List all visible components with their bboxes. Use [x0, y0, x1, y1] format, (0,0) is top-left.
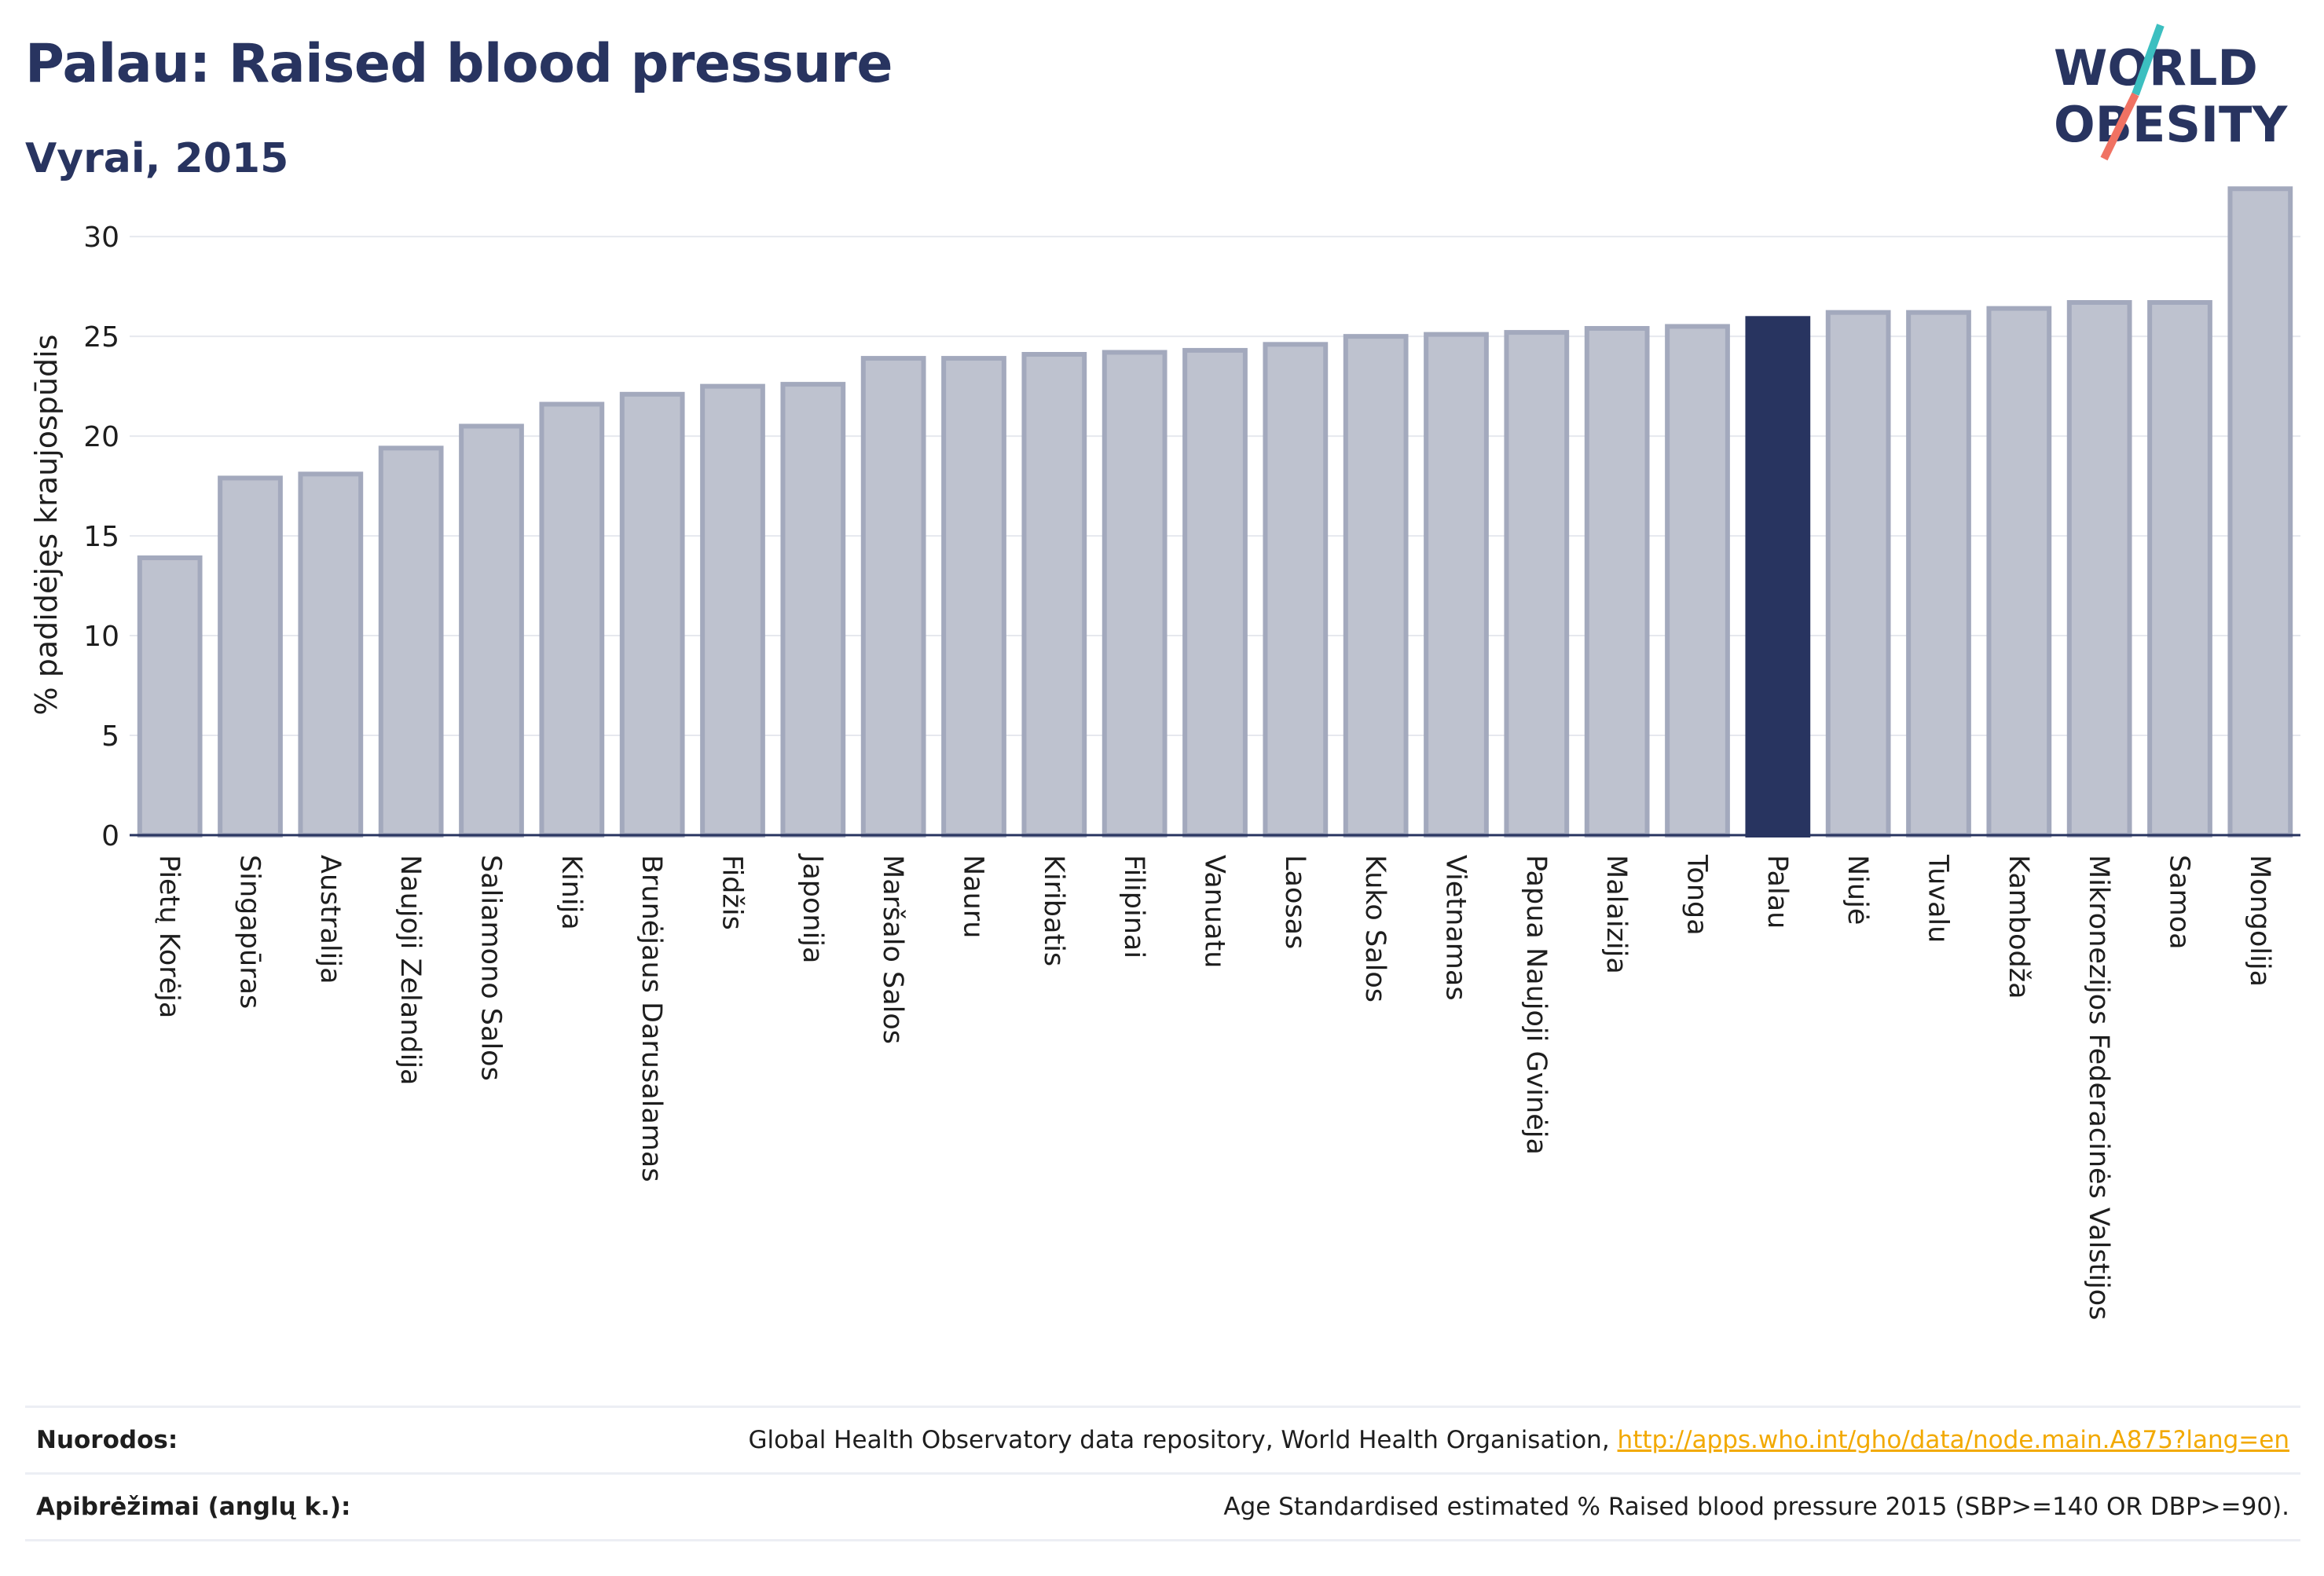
x-tick-label: Kuko Salos — [1359, 855, 1391, 1002]
bar-6 — [619, 391, 685, 837]
x-tick-label: Kinija — [555, 855, 587, 930]
x-tick-label: Saliamono Salos — [475, 855, 507, 1081]
bar-26 — [2227, 186, 2293, 837]
bar-9 — [860, 356, 926, 837]
x-tick-label: Nauru — [958, 855, 989, 938]
bar-4 — [459, 423, 524, 837]
x-tick-label: Singapūras — [234, 855, 266, 1009]
chart-title: Palau: Raised blood pressure — [25, 33, 893, 95]
bar-chart: 0 5 10 15 20 25 30 Pietų Korėja Singapūras Austr… — [29, 186, 2300, 1320]
logo-slash-coral — [2100, 92, 2139, 161]
x-tick-label: Malaizija — [1600, 855, 1632, 974]
definitions-label: Apibrėžimai (anglų k.): — [36, 1493, 351, 1521]
bar-2 — [298, 471, 364, 837]
x-tick-label: Filipinai — [1118, 855, 1149, 958]
x-tick-label: Laosas — [1279, 855, 1310, 949]
x-tick-label: Fidžis — [717, 855, 748, 930]
world-obesity-logo: WORLD OBESITY — [2054, 24, 2288, 161]
bar-18 — [1584, 325, 1650, 837]
x-tick-label: Pietų Korėja — [153, 855, 185, 1018]
y-tick-label: 30 — [83, 222, 119, 254]
y-tick-label: 0 — [101, 820, 119, 852]
x-tick-label: Japonija — [797, 853, 828, 963]
y-tick-label: 15 — [83, 521, 119, 553]
bar-25 — [2147, 299, 2212, 837]
y-tick-label: 10 — [83, 621, 119, 653]
x-tick-label: Mikronezijos Federacinės Valstijos — [2083, 855, 2114, 1320]
x-tick-label: Tuvalu — [1923, 854, 1954, 943]
y-tick-label: 5 — [101, 720, 119, 753]
sources-text: Global Health Observatory data repositor… — [748, 1426, 1618, 1454]
bar-24 — [2066, 299, 2132, 837]
bar-16 — [1424, 332, 1489, 837]
bar-20 — [1745, 316, 1811, 837]
bar-19 — [1665, 324, 1730, 838]
bar-8 — [780, 382, 846, 837]
bar-14 — [1263, 342, 1329, 837]
bar-17 — [1504, 330, 1570, 837]
x-tick-label: Mongolija — [2244, 855, 2275, 987]
y-axis-label: % padidėjęs kraujospūdis — [29, 335, 64, 716]
x-tick-label: Samoa — [2164, 855, 2195, 950]
x-tick-label: Australija — [314, 855, 346, 984]
chart-subtitle: Vyrai, 2015 — [25, 135, 289, 182]
sources-link[interactable]: http://apps.who.int/gho/data/node.main.A… — [1617, 1426, 2289, 1454]
x-axis-labels: Pietų Korėja Singapūras Australija Naujoji … — [153, 853, 2275, 1320]
definitions-row: Apibrėžimai (anglų k.): Age Standardised… — [25, 1472, 2300, 1541]
logo-slash-teal — [2132, 24, 2165, 96]
logo-word-obesity: OBESITY — [2054, 96, 2288, 153]
sources-value: Global Health Observatory data repositor… — [748, 1426, 2300, 1454]
bar-15 — [1343, 334, 1409, 838]
sources-label: Nuorodos: — [36, 1426, 178, 1454]
bar-0 — [137, 555, 203, 837]
x-tick-label: Vietnamas — [1440, 855, 1472, 1001]
x-tick-label: Brunėjaus Darusalamas — [636, 855, 667, 1182]
bar-3 — [378, 445, 444, 838]
bar-10 — [941, 356, 1006, 837]
x-tick-label: Vanuatu — [1199, 855, 1230, 968]
x-tick-label: Kambodža — [2003, 855, 2034, 999]
x-tick-label: Niujė — [1842, 855, 1873, 925]
bar-1 — [218, 475, 283, 837]
bar-22 — [1906, 310, 1971, 838]
y-tick-label: 20 — [83, 421, 119, 453]
definitions-text: Age Standardised estimated % Raised bloo… — [1223, 1493, 2289, 1521]
sources-row: Nuorodos: Global Health Observatory data… — [25, 1406, 2300, 1472]
x-tick-label: Tonga — [1681, 854, 1713, 936]
y-axis-ticks: 0 5 10 15 20 25 30 — [83, 222, 119, 852]
x-tick-label: Kiribatis — [1038, 855, 1069, 966]
x-tick-label: Naujoji Zelandija — [394, 855, 426, 1086]
bar-13 — [1182, 347, 1248, 838]
bar-7 — [700, 383, 765, 837]
y-tick-label: 25 — [83, 321, 119, 354]
bars — [137, 186, 2293, 838]
x-tick-label: Papua Naujoji Gvinėja — [1520, 855, 1552, 1155]
bar-21 — [1825, 310, 1891, 838]
bar-11 — [1021, 352, 1087, 838]
x-tick-label: Palau — [1761, 855, 1793, 929]
x-tick-label: Maršalo Salos — [877, 855, 908, 1044]
bar-12 — [1102, 350, 1167, 837]
bar-5 — [539, 401, 605, 837]
bar-23 — [1986, 306, 2052, 838]
